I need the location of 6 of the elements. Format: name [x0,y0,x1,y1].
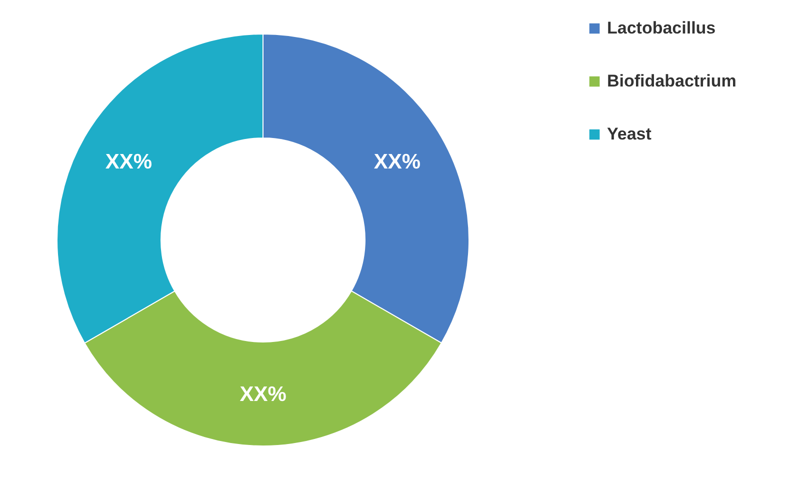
legend-label: Biofidabactrium [607,72,736,90]
legend-label: Lactobacillus [607,18,716,38]
data-label: XX% [240,383,287,406]
legend-label: Yeast [607,124,652,144]
data-label: XX% [374,150,421,174]
data-label: XX% [105,150,152,174]
